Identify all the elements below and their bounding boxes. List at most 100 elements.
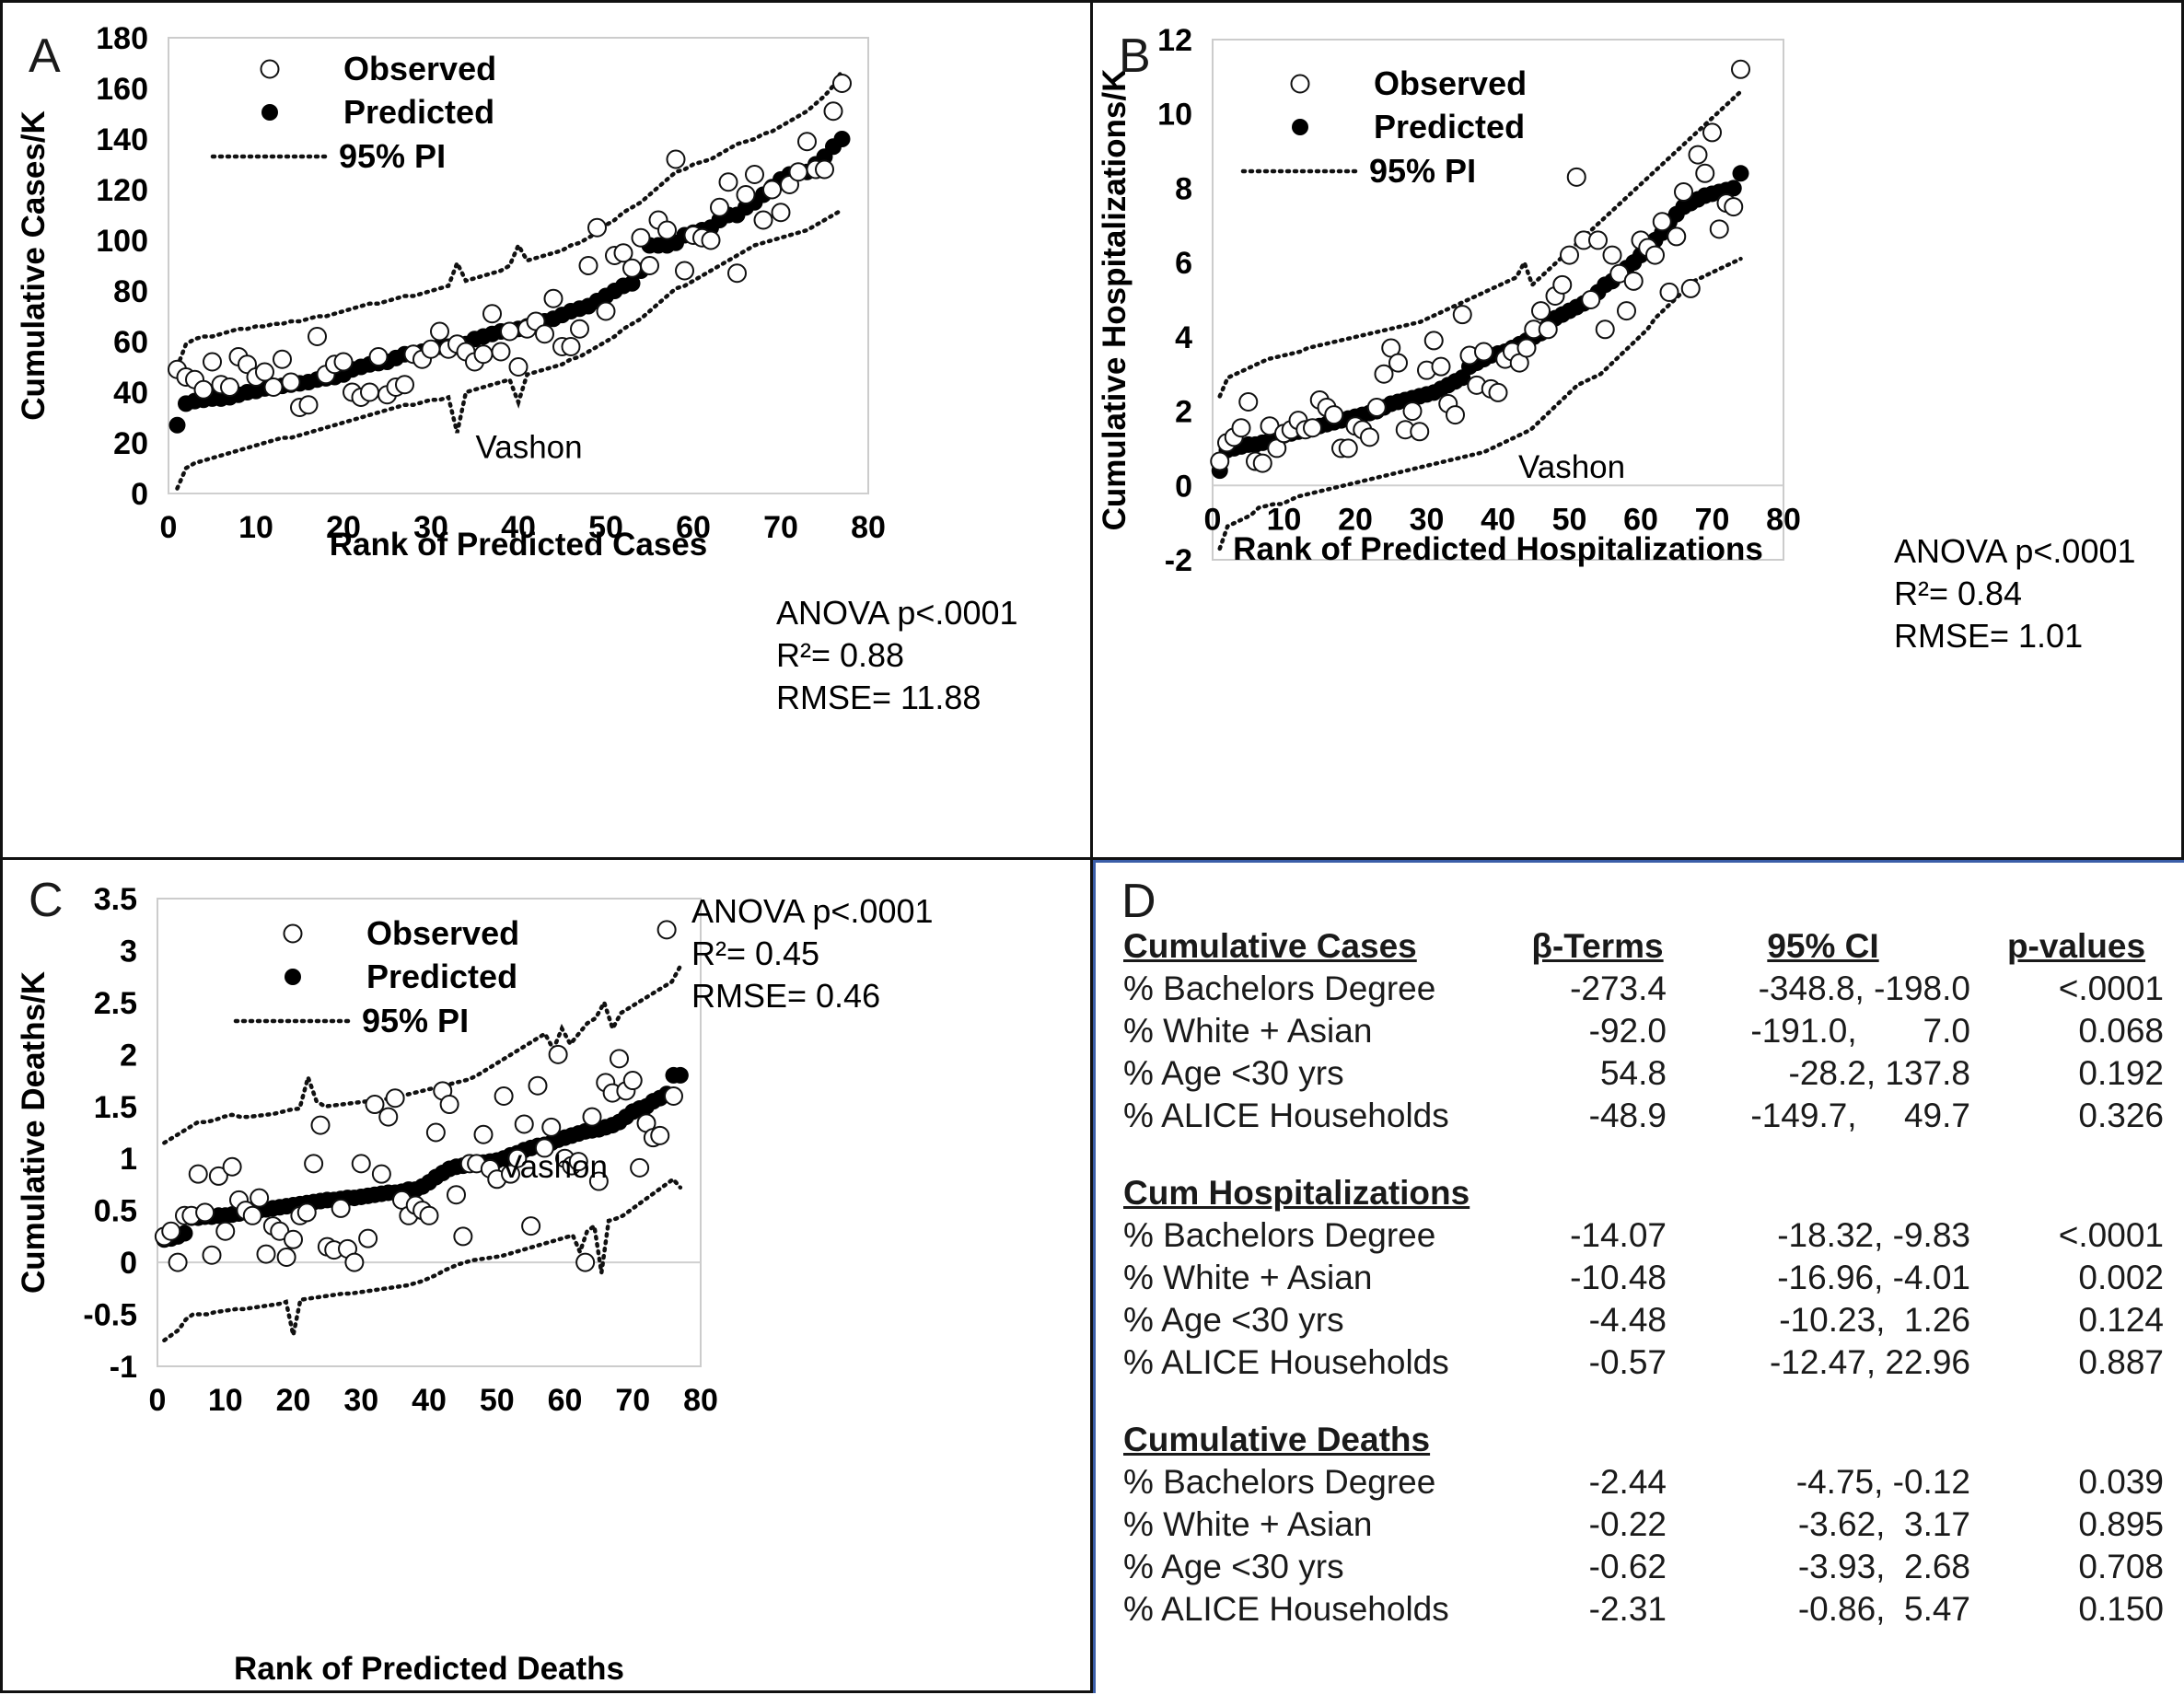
observed-point [482,304,502,324]
observed-point [1538,319,1558,340]
observed-point [1410,422,1430,442]
table-row: % ALICE Households -48.9 -149.7, 49.7 0.326 [1123,1095,2164,1137]
term-cell: % Bachelors Degree [1123,969,1436,1007]
empty [1528,1172,1676,1214]
vashon-annotation: Vashon [501,1149,608,1185]
observed-point [745,165,764,184]
y-tick-label: -0.5 [83,1298,137,1333]
stats-line: RMSE= 0.46 [691,977,880,1015]
y-tick-label: -2 [1165,543,1192,578]
observed-point [1560,245,1579,265]
observed-point [1724,197,1744,217]
observed-point [762,180,782,200]
observed-point [541,1117,562,1137]
observed-point [1516,338,1537,358]
p-cell: 0.895 [2078,1505,2164,1543]
ci-cell: -3.62, 3.17 [1797,1505,1970,1543]
table-row: % White + Asian -10.48 -16.96, -4.01 0.002 [1123,1257,2164,1299]
panel-d: D Cumulative Cases β-Terms 95% CI p-values%… [1093,860,2184,1693]
observed-point [351,1154,371,1174]
spacer [1123,1137,1528,1172]
y-tick-label: 1.5 [94,1090,137,1125]
group-header-row: Cumulative Cases β-Terms 95% CI p-values [1123,925,2164,968]
table-row: % White + Asian -0.22 -3.62, 3.17 0.895 [1123,1503,2164,1546]
observed-point [1581,290,1601,309]
observed-point [491,342,511,362]
observed-point [304,1154,324,1174]
observed-point [378,1107,399,1127]
observed-point [222,1156,242,1177]
y-tick-label: 0 [1175,469,1192,504]
observed-point [425,1122,446,1143]
observed-point [202,1245,222,1265]
x-axis-title: Rank of Predicted Deaths [234,1651,624,1687]
observed-point [298,395,319,415]
beta-cell: -4.48 [1588,1301,1667,1339]
group-header-row: Cum Hospitalizations [1123,1172,2164,1214]
observed-point [610,1049,629,1069]
empty [1989,1172,2164,1214]
x-tick-label: 0 [1204,502,1222,537]
observed-point [1531,301,1551,321]
observed-point [1324,405,1344,425]
x-tick-label: 80 [851,510,886,545]
observed-point [561,337,581,356]
table-row: % Bachelors Degree -273.4 -348.8, -198.0 <.… [1123,968,2164,1010]
observed-point [588,1171,609,1191]
observed-point [1695,163,1715,183]
observed-point [430,321,449,342]
y-tick-label: 0.5 [94,1194,137,1229]
observed-point [575,1252,596,1272]
observed-point [1338,438,1358,459]
legend: Observed Predicted 95% PI [210,50,496,175]
term-cell: % Age <30 yrs [1123,1301,1344,1339]
pi-bound-line [162,964,683,1145]
col-header-beta: β-Terms [1531,927,1664,965]
observed-point [360,382,379,402]
predicted-point [833,131,851,147]
observed-point [622,1071,643,1091]
ci-cell: -4.75, -0.12 [1795,1463,1970,1501]
observed-point [1423,331,1444,351]
p-cell: 0.708 [2078,1548,2164,1585]
pi-bound-line [175,207,844,491]
observed-point [1688,145,1708,165]
observed-point [168,1252,188,1272]
observed-point [753,210,773,230]
plot-area [1212,39,1784,561]
y-tick-label: 100 [96,224,148,259]
stats-line: R²= 0.45 [691,935,819,972]
observed-point [582,1107,602,1127]
predicted-point [623,274,641,292]
vashon-annotation: Vashon [1518,449,1625,485]
observed-point [534,1138,554,1158]
x-tick-label: 20 [276,1383,311,1418]
chart-cases: 0 20 40 60 80 100 120 140 160 180 0 10 20 30 40 50 60 70 8… [16,21,1018,716]
observed-point [710,197,729,217]
observed-point [255,362,274,382]
observed-point [1252,453,1272,473]
regression-table: Cumulative Cases β-Terms 95% CI p-values% B… [1123,925,2164,1631]
observed-point [276,1247,296,1267]
beta-cell: -0.57 [1588,1343,1667,1381]
x-tick-label: 30 [413,510,448,545]
observed-point [395,375,414,395]
observed-point [718,172,738,192]
stats-line: R²= 0.84 [1894,575,2022,612]
observed-point [1702,122,1722,143]
observed-point [771,203,791,223]
table-row: % Age <30 yrs -4.48 -10.23, 1.26 0.124 [1123,1299,2164,1341]
observed-point [1566,167,1586,187]
observed-point [1210,451,1230,471]
y-axis-title: Cumulative Cases/K [16,110,52,421]
x-tick-label: 70 [615,1383,650,1418]
legend-predicted-label: Predicted [366,958,517,995]
empty [1676,1419,1989,1461]
p-cell: 0.887 [2078,1343,2164,1381]
p-cell: <.0001 [2058,969,2164,1007]
predicted-point [168,416,186,434]
observed-point [419,1205,439,1225]
observed-point [439,1095,459,1115]
legend-predicted-marker [285,969,301,985]
empty [1528,1419,1676,1461]
